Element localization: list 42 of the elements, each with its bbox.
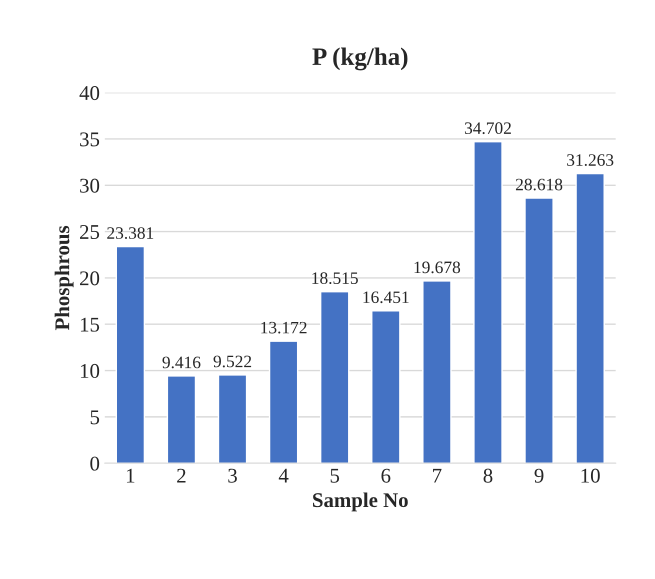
x-tick-label: 8: [484, 468, 492, 483]
y-tick-label: 30: [80, 178, 100, 193]
y-tick-label: 35: [80, 132, 100, 146]
bar: [268, 340, 298, 464]
y-tick-label: 5: [90, 410, 100, 424]
x-tick-label: 1: [126, 468, 134, 483]
bar: [371, 310, 401, 464]
data-label: 28.618: [516, 178, 562, 190]
x-tick-label: 6: [381, 468, 390, 483]
data-label: 19.678: [414, 261, 460, 274]
chart-title: P (kg/ha): [312, 48, 408, 70]
x-axis-title: Sample No: [313, 492, 408, 512]
bar: [473, 141, 503, 464]
data-label: 18.515: [312, 272, 358, 284]
data-label: 13.172: [261, 322, 307, 334]
data-label: 9.522: [214, 356, 252, 368]
bar: [422, 280, 452, 464]
x-tick-label: 7: [433, 468, 442, 483]
y-tick-label: 0: [90, 456, 100, 471]
bar: [524, 197, 554, 464]
y-tick-label: 20: [80, 271, 100, 286]
data-label: 16.451: [363, 291, 409, 304]
y-tick-label: 40: [80, 86, 100, 100]
x-tick-label: 2: [177, 468, 186, 483]
data-label: 23.381: [107, 227, 154, 239]
data-label: 34.702: [464, 122, 511, 134]
bar: [218, 374, 248, 464]
data-label: 9.416: [162, 356, 200, 368]
x-tick-label: 5: [330, 468, 340, 483]
bar: [575, 172, 605, 464]
y-tick-label: 15: [80, 318, 100, 332]
x-tick-label: 3: [228, 468, 237, 483]
bar: [320, 290, 350, 464]
x-tick-label: 10: [582, 468, 600, 483]
bar: [116, 246, 146, 464]
x-tick-label: 9: [534, 468, 544, 483]
y-axis-title: Phosphrous: [54, 226, 74, 330]
y-tick-label: 10: [80, 364, 100, 378]
bar: [166, 375, 196, 464]
x-tick-label: 4: [278, 468, 288, 483]
data-label: 31.263: [567, 154, 614, 166]
y-tick-label: 25: [80, 225, 100, 240]
